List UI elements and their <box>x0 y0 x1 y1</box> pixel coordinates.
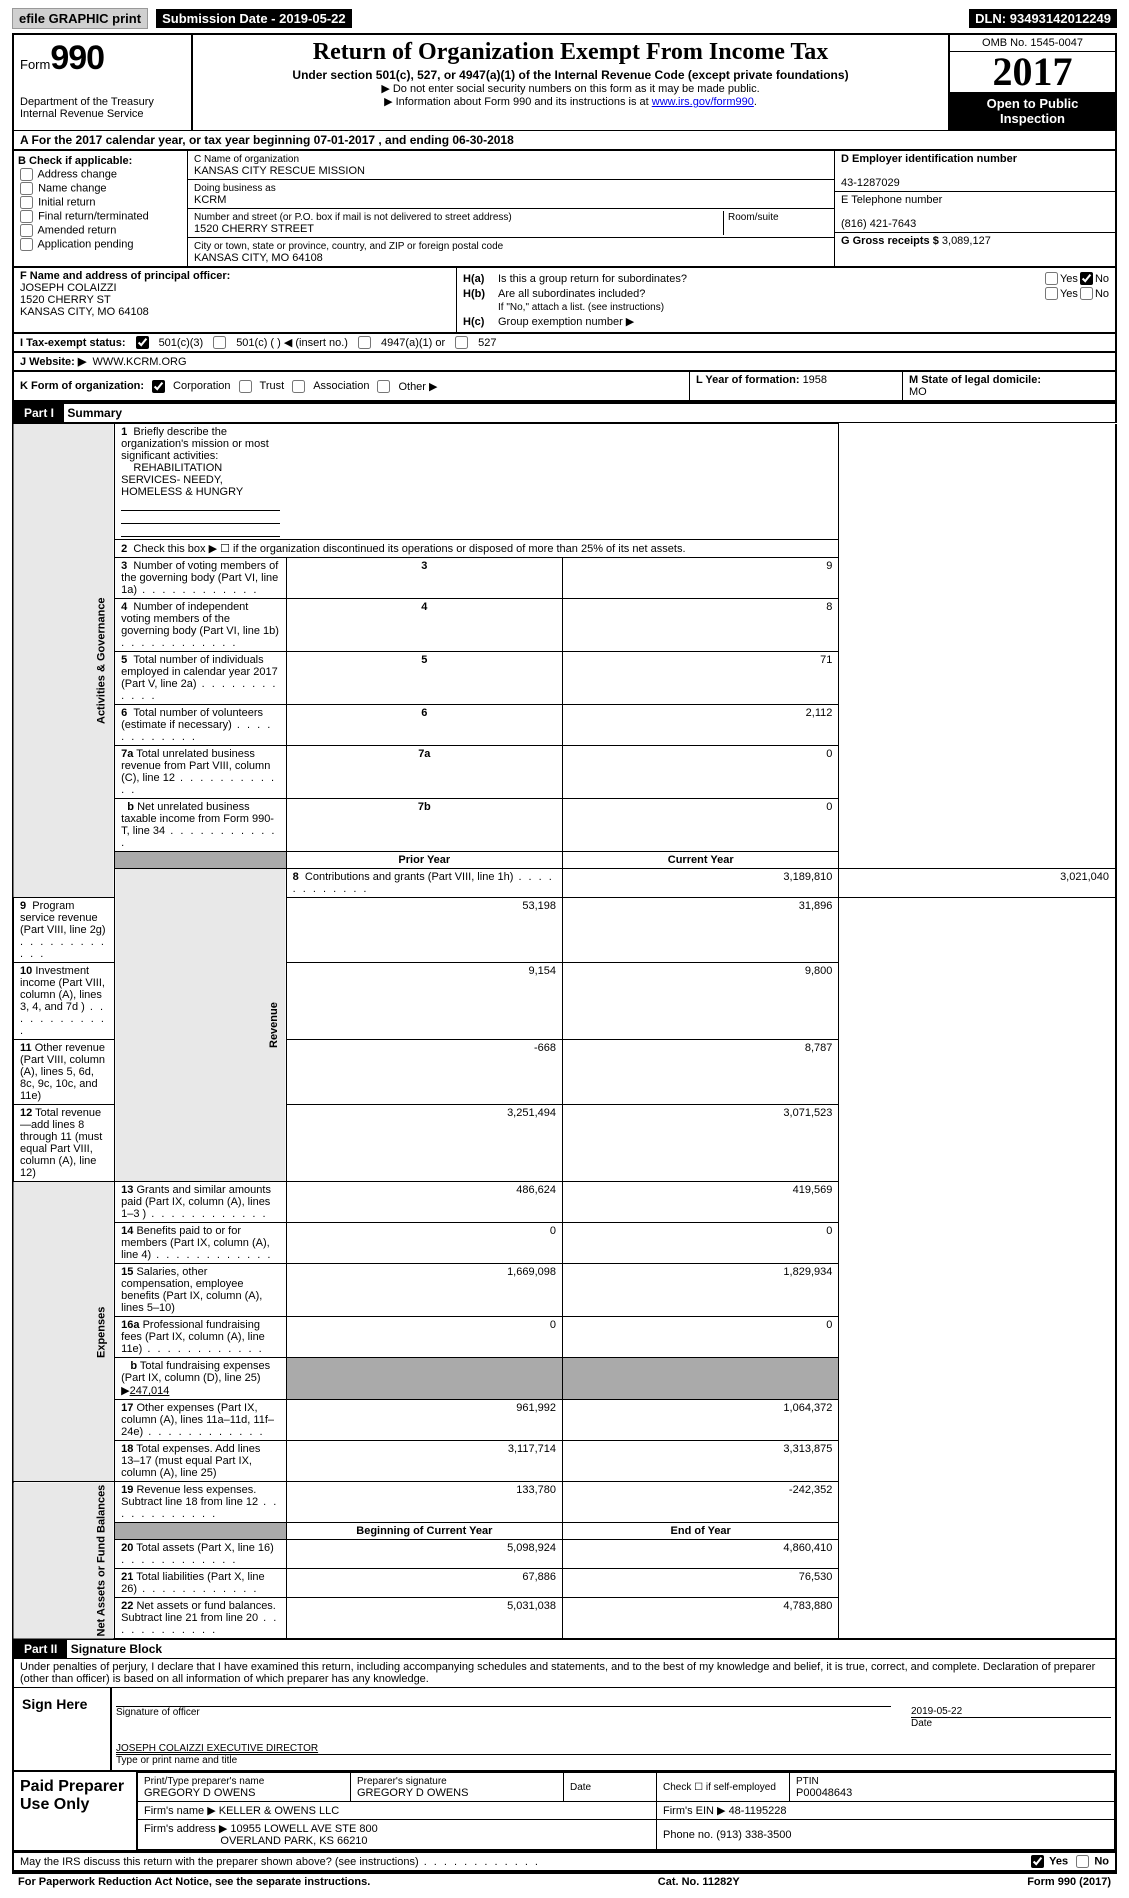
ha-no[interactable] <box>1080 272 1093 285</box>
ssn-warning: ▶ Do not enter social security numbers o… <box>201 82 940 95</box>
gross-receipts: 3,089,127 <box>942 235 991 247</box>
cb-501c3[interactable] <box>136 336 149 349</box>
cb-final-return[interactable]: Final return/terminated <box>18 210 183 223</box>
officer-name-title: JOSEPH COLAIZZI EXECUTIVE DIRECTOR <box>116 1729 1111 1755</box>
hb-yes[interactable] <box>1045 287 1058 300</box>
v4: 8 <box>563 599 839 652</box>
v5: 71 <box>563 652 839 705</box>
cb-initial-return[interactable]: Initial return <box>18 196 183 209</box>
city: KANSAS CITY, MO 64108 <box>194 252 323 264</box>
cb-corp[interactable] <box>152 380 165 393</box>
side-expenses: Expenses <box>13 1182 115 1482</box>
v7b: 0 <box>563 799 839 852</box>
form-id-box: Form990 Department of the Treasury Inter… <box>14 35 193 130</box>
v3: 9 <box>563 558 839 599</box>
row-a-tax-year: A For the 2017 calendar year, or tax yea… <box>12 130 1117 151</box>
cb-trust[interactable] <box>239 380 252 393</box>
cb-address-change[interactable]: Address change <box>18 168 183 181</box>
discuss-no[interactable] <box>1076 1855 1089 1868</box>
irs-link[interactable]: www.irs.gov/form990 <box>652 96 754 108</box>
ein: 43-1287029 <box>841 177 900 189</box>
paid-preparer-label: Paid Preparer Use Only <box>14 1772 137 1850</box>
cb-other[interactable] <box>377 380 390 393</box>
dln: DLN: 93493142012249 <box>969 9 1117 28</box>
part1-header: Part I <box>14 404 64 422</box>
perjury-declaration: Under penalties of perjury, I declare th… <box>12 1659 1117 1687</box>
cb-pending[interactable]: Application pending <box>18 238 183 251</box>
cb-4947[interactable] <box>358 336 371 349</box>
cb-amended[interactable]: Amended return <box>18 224 183 237</box>
website: WWW.KCRM.ORG <box>92 356 186 368</box>
org-name: KANSAS CITY RESCUE MISSION <box>194 165 365 177</box>
officer-name: JOSEPH COLAIZZI <box>20 282 117 294</box>
submission-date: Submission Date - 2019-05-22 <box>156 9 352 28</box>
mission: REHABILITATION SERVICES- NEEDY, HOMELESS… <box>121 462 243 498</box>
dba: KCRM <box>194 194 226 206</box>
paperwork-notice: For Paperwork Reduction Act Notice, see … <box>18 1876 370 1888</box>
efile-button[interactable]: efile GRAPHIC print <box>12 8 148 29</box>
cb-assoc[interactable] <box>292 380 305 393</box>
tax-year: 2017 <box>950 52 1115 92</box>
cb-name-change[interactable]: Name change <box>18 182 183 195</box>
cb-501c[interactable] <box>213 336 226 349</box>
hb-no[interactable] <box>1080 287 1093 300</box>
v6: 2,112 <box>563 705 839 746</box>
section-b-label: B Check if applicable: <box>18 155 132 167</box>
form-title: Return of Organization Exempt From Incom… <box>201 39 940 66</box>
discuss-yes[interactable] <box>1031 1855 1044 1868</box>
officer-addr2: KANSAS CITY, MO 64108 <box>20 306 149 318</box>
form-subtitle: Under section 501(c), 527, or 4947(a)(1)… <box>201 68 940 82</box>
side-revenue: Revenue <box>115 869 287 1182</box>
instructions-link-row: ▶ Information about Form 990 and its ins… <box>201 95 940 108</box>
v7a: 0 <box>563 746 839 799</box>
domicile: MO <box>909 386 927 398</box>
ha-yes[interactable] <box>1045 272 1058 285</box>
sign-here-label: Sign Here <box>14 1688 112 1770</box>
officer-addr1: 1520 CHERRY ST <box>20 294 111 306</box>
year-formed: 1958 <box>803 374 827 386</box>
cb-527[interactable] <box>455 336 468 349</box>
part2-header: Part II <box>14 1640 67 1658</box>
side-netassets: Net Assets or Fund Balances <box>13 1482 115 1640</box>
cat-no: Cat. No. 11282Y <box>658 1876 740 1888</box>
side-governance: Activities & Governance <box>13 424 115 898</box>
open-public-badge: Open to Public Inspection <box>950 92 1115 130</box>
street: 1520 CHERRY STREET <box>194 223 314 235</box>
phone: (816) 421-7643 <box>841 218 916 230</box>
form-footer: Form 990 (2017) <box>1027 1876 1111 1888</box>
